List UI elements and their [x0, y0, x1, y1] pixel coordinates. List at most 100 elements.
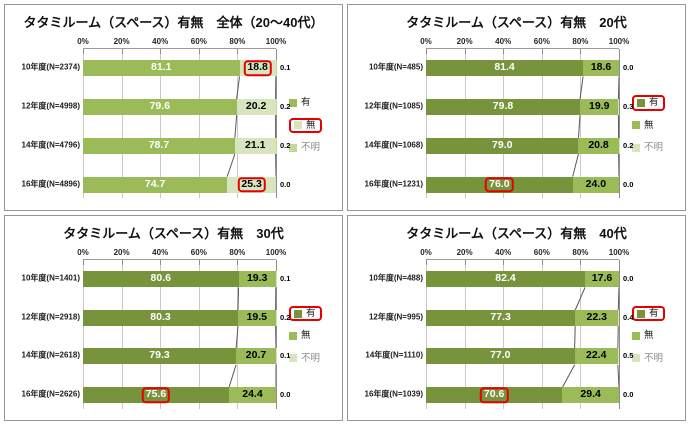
- bar-segment-no: [575, 309, 619, 326]
- legend-label: 有: [306, 307, 316, 319]
- value-label-yes: 76.0: [485, 176, 514, 193]
- legend-label: 不明: [301, 142, 321, 154]
- chart-title: タタミルーム（スペース）有無 20代: [406, 15, 627, 30]
- category-label: 10年度(N=2374): [21, 62, 80, 72]
- legend-item: 無: [289, 117, 322, 134]
- legend-item: 不明: [632, 351, 667, 366]
- bar-segment-no: [585, 270, 619, 287]
- category-label: 16年度(N=4896): [21, 179, 80, 189]
- value-label-no: 24.0: [585, 177, 607, 190]
- bar-segment-yes: [426, 176, 573, 193]
- value-label-unknown: 0.0: [280, 390, 291, 399]
- legend-label: 不明: [644, 352, 664, 364]
- bar-segment-no: [562, 387, 619, 404]
- value-label-no: 17.6: [591, 272, 613, 285]
- gridline: [198, 259, 200, 409]
- gridline: [464, 259, 466, 409]
- axis-tick-label: 20%: [456, 247, 473, 257]
- bar-segment-yes: [426, 348, 575, 365]
- category-label: 10年度(N=485): [368, 62, 423, 72]
- value-label-yes: 81.1: [151, 61, 172, 74]
- legend-swatch: [289, 143, 297, 152]
- bar-row: 76.0 24.0 0.0: [426, 176, 633, 193]
- legend-item: 有: [632, 95, 665, 111]
- category-label: 12年度(N=1085): [364, 101, 423, 111]
- bar-row: 79.0 20.8 0.2: [426, 137, 633, 154]
- series-line: [561, 364, 576, 388]
- legend: 有無不明: [619, 48, 683, 203]
- bar-segment-no: [572, 176, 619, 193]
- axis-tick-label: 80%: [229, 37, 246, 46]
- category-labels: 10年度(N=1401) 12年度(N=2918) 14年度(N=2618) 16年度…: [7, 259, 83, 414]
- value-label-no: 29.4: [580, 388, 601, 401]
- value-label-yes: 80.3: [150, 310, 171, 323]
- bar-row: 77.0 22.4 0.5: [426, 348, 633, 365]
- value-label-unknown: 0.2: [280, 102, 291, 111]
- bar-row: 82.4 17.6 0.0: [426, 270, 633, 287]
- axis-tickmark: [237, 259, 239, 265]
- category-labels: 10年度(N=2374) 12年度(N=4998) 14年度(N=4796) 16年度…: [7, 48, 83, 203]
- value-label-unknown: 0.2: [280, 140, 291, 150]
- gridline: [619, 259, 620, 409]
- axis-tickmark: [503, 49, 505, 54]
- value-label-yes: 80.6: [150, 272, 171, 285]
- value-label-unknown: 0.4: [623, 312, 634, 322]
- category-label: 16年度(N=1039): [364, 389, 423, 399]
- chart-area: 0% 20% 40% 60% 80% 100% 10年度(N=485) 12年度(N=108…: [350, 33, 683, 203]
- value-label-no: 22.3: [586, 310, 607, 323]
- gridline: [121, 259, 123, 409]
- value-label-no: 19.3: [246, 272, 268, 285]
- value-label-unknown: 0.5: [623, 351, 634, 361]
- legend-label: 不明: [301, 352, 321, 364]
- axis-tickmark: [276, 259, 277, 265]
- gridline: [121, 49, 123, 198]
- value-label-yes: 79.0: [492, 139, 513, 152]
- bar-segment-no: [583, 60, 619, 77]
- gridline: [160, 49, 162, 198]
- axis-tick-label: 100%: [265, 37, 287, 46]
- bar-row: 77.3 22.3 0.4: [426, 309, 633, 326]
- chart-title: タタミルーム（スペース）有無 40代: [406, 225, 627, 241]
- axis-tickmark: [619, 259, 620, 265]
- legend-label: 不明: [644, 142, 664, 154]
- bar-segment-yes: [426, 60, 584, 77]
- gridline: [276, 49, 277, 198]
- chart-title: タタミルーム（スペース）有無 全体（20～40代）: [23, 15, 324, 30]
- bar-segment-yes: [83, 60, 240, 77]
- value-label-yes: 79.3: [149, 349, 170, 362]
- value-label-unknown: 0.1: [280, 273, 291, 283]
- series-line: [572, 153, 579, 177]
- value-label-unknown: 0.0: [623, 390, 634, 399]
- value-label-no: 21.1: [245, 139, 266, 152]
- legend-item: 有: [289, 305, 322, 322]
- bar-segment-no: [237, 309, 276, 326]
- gridline: [276, 259, 277, 409]
- bar-segment-no: [236, 99, 276, 116]
- bar-segment-yes: [83, 270, 239, 287]
- plot-area: 80.6 19.3 0.1 80.3 19.5 0.2 79.3 20.7 0.1 75.6 24.…: [83, 258, 290, 414]
- value-label-yes: 79.6: [149, 100, 171, 113]
- category-label: 14年度(N=2618): [21, 350, 80, 360]
- axis-tick-label: 60%: [533, 247, 550, 257]
- chart-panel-30s: タタミルーム（スペース）有無 30代 0% 20% 40% 60% 80% 100% 10…: [4, 214, 343, 421]
- legend-item: 不明: [289, 140, 324, 155]
- legend-swatch: [294, 121, 302, 130]
- axis-tickmark: [426, 259, 427, 265]
- value-label-yes: 70.6: [479, 387, 509, 403]
- category-label: 12年度(N=995): [368, 312, 423, 322]
- value-label-no: 18.6: [590, 61, 612, 74]
- axis-tickmark: [541, 259, 543, 265]
- series-line: [574, 325, 576, 349]
- legend-item: 不明: [289, 351, 324, 366]
- axis-tickmark: [198, 259, 200, 265]
- legend-label: 無: [644, 330, 654, 342]
- axis-tick-label: 20%: [456, 37, 473, 46]
- axis-tick-label: 60%: [533, 37, 550, 46]
- value-label-yes: 77.3: [490, 310, 511, 323]
- plot-area: 82.4 17.6 0.0 77.3 22.3 0.4 77.0 22.4 0.5 70.6 29.…: [426, 258, 633, 414]
- category-label: 16年度(N=2626): [21, 389, 80, 399]
- legend-label: 無: [306, 119, 316, 131]
- chart-panel-20s: タタミルーム（スペース）有無 20代 0% 20% 40% 60% 80% 100% 10…: [347, 4, 686, 211]
- category-labels: 10年度(N=488) 12年度(N=995) 14年度(N=1110) 16年度(N…: [350, 259, 426, 414]
- value-label-unknown: 0.1: [280, 351, 291, 361]
